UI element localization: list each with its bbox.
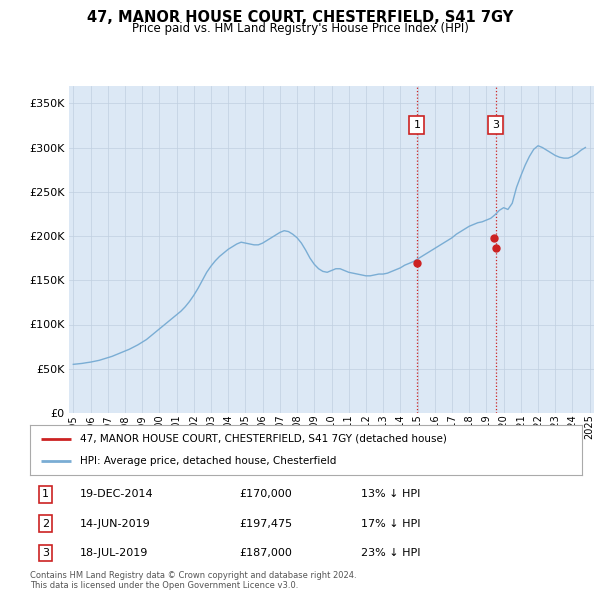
Text: 23% ↓ HPI: 23% ↓ HPI xyxy=(361,548,421,558)
Point xyxy=(412,258,422,267)
Text: 3: 3 xyxy=(42,548,49,558)
Point xyxy=(490,234,499,243)
Text: Contains HM Land Registry data © Crown copyright and database right 2024.: Contains HM Land Registry data © Crown c… xyxy=(30,571,356,580)
Text: 14-JUN-2019: 14-JUN-2019 xyxy=(80,519,151,529)
Text: £170,000: £170,000 xyxy=(240,489,293,499)
Text: 17% ↓ HPI: 17% ↓ HPI xyxy=(361,519,421,529)
Text: 47, MANOR HOUSE COURT, CHESTERFIELD, S41 7GY: 47, MANOR HOUSE COURT, CHESTERFIELD, S41… xyxy=(87,10,513,25)
Text: 13% ↓ HPI: 13% ↓ HPI xyxy=(361,489,421,499)
Point xyxy=(491,243,500,253)
Text: £197,475: £197,475 xyxy=(240,519,293,529)
Text: 2: 2 xyxy=(42,519,49,529)
Text: 47, MANOR HOUSE COURT, CHESTERFIELD, S41 7GY (detached house): 47, MANOR HOUSE COURT, CHESTERFIELD, S41… xyxy=(80,434,446,444)
Text: 19-DEC-2014: 19-DEC-2014 xyxy=(80,489,154,499)
Text: £187,000: £187,000 xyxy=(240,548,293,558)
Text: HPI: Average price, detached house, Chesterfield: HPI: Average price, detached house, Ches… xyxy=(80,456,336,466)
Text: 3: 3 xyxy=(492,120,499,130)
Text: 1: 1 xyxy=(42,489,49,499)
Text: This data is licensed under the Open Government Licence v3.0.: This data is licensed under the Open Gov… xyxy=(30,581,298,589)
Text: 18-JUL-2019: 18-JUL-2019 xyxy=(80,548,148,558)
Text: 1: 1 xyxy=(413,120,421,130)
Text: Price paid vs. HM Land Registry's House Price Index (HPI): Price paid vs. HM Land Registry's House … xyxy=(131,22,469,35)
